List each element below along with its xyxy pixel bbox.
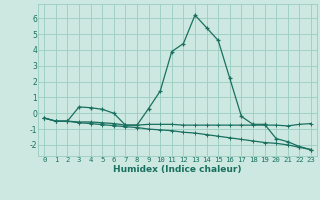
- X-axis label: Humidex (Indice chaleur): Humidex (Indice chaleur): [113, 165, 242, 174]
